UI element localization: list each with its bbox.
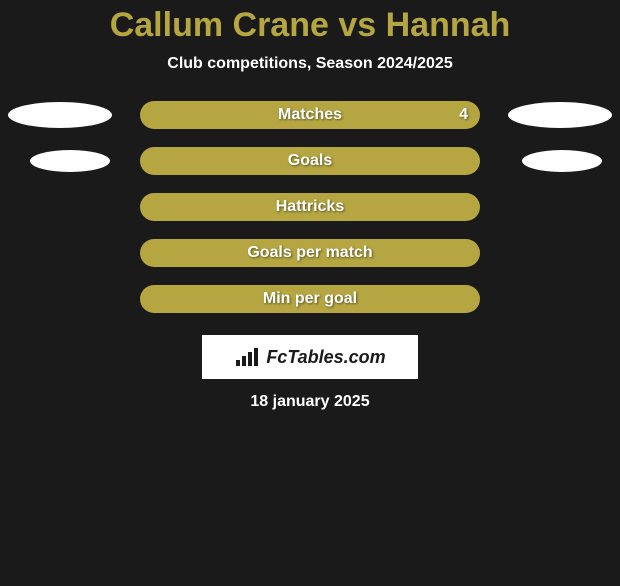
left-ellipse (8, 102, 112, 128)
logo-inner: FcTables.com (234, 346, 385, 368)
stat-bar: Min per goal (140, 285, 480, 313)
stat-bar: Matches 4 (140, 101, 480, 129)
footer-date: 18 january 2025 (0, 393, 620, 411)
barchart-icon (234, 346, 260, 368)
page-subtitle: Club competitions, Season 2024/2025 (0, 55, 620, 73)
stat-row: Matches 4 (0, 101, 620, 129)
logo-box: FcTables.com (202, 335, 418, 379)
stat-label: Goals per match (247, 244, 372, 262)
stat-value: 4 (459, 106, 468, 124)
stats-rows: Matches 4 Goals Hattricks Goals per match Min… (0, 101, 620, 313)
stat-label: Matches (278, 106, 342, 124)
stat-label: Goals (288, 152, 332, 170)
logo-text: FcTables.com (266, 347, 385, 368)
stat-label: Hattricks (276, 198, 344, 216)
stat-bar: Goals per match (140, 239, 480, 267)
stat-label: Min per goal (263, 290, 357, 308)
stat-row: Goals (0, 147, 620, 175)
stat-bar: Hattricks (140, 193, 480, 221)
left-ellipse (30, 150, 110, 172)
right-ellipse (522, 150, 602, 172)
stat-row: Min per goal (0, 285, 620, 313)
page-title: Callum Crane vs Hannah (0, 6, 620, 45)
right-ellipse (508, 102, 612, 128)
stat-bar: Goals (140, 147, 480, 175)
stat-row: Goals per match (0, 239, 620, 267)
stat-row: Hattricks (0, 193, 620, 221)
